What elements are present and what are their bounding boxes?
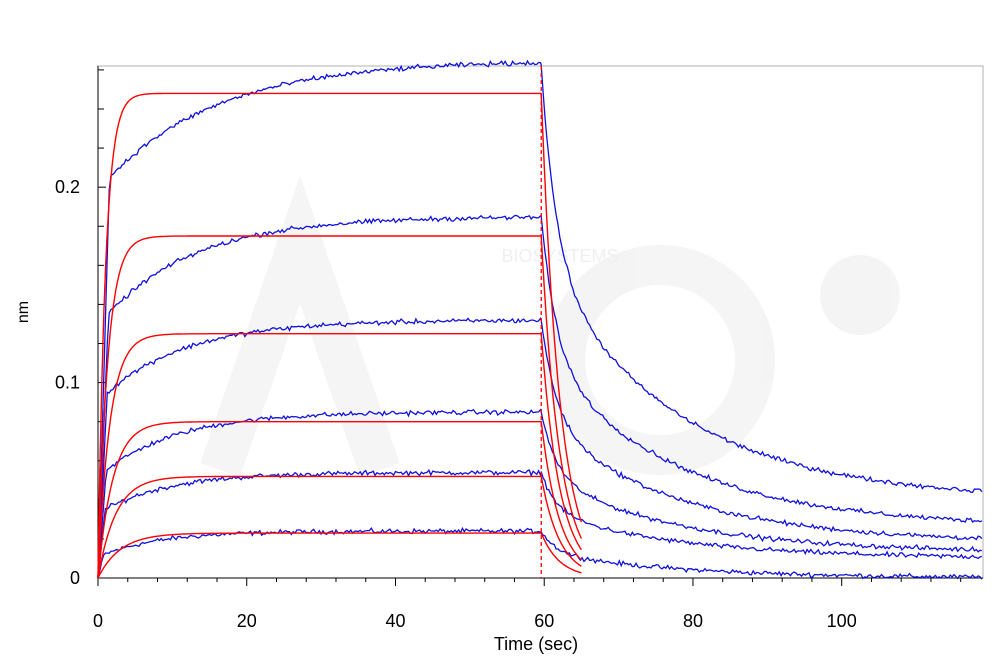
fitted-series-line <box>97 421 582 579</box>
y-tick-label: 0 <box>70 568 80 588</box>
y-axis-label: nm <box>15 301 32 323</box>
x-tick-label: 60 <box>534 611 554 631</box>
y-tick-label: 0.1 <box>55 373 80 393</box>
fitted-series-line <box>97 475 582 579</box>
fitted-series-line <box>97 333 582 579</box>
svg-text:BIOSYSTEMS: BIOSYSTEMS <box>501 246 618 266</box>
x-axis-ticks <box>97 578 962 586</box>
x-axis-label: Time (sec) <box>494 634 578 654</box>
x-tick-label: 0 <box>93 611 103 631</box>
fitted-curves <box>97 92 583 579</box>
x-tick-label: 80 <box>683 611 703 631</box>
y-tick-labels: 0 0.1 0.2 <box>55 177 80 588</box>
x-tick-label: 20 <box>237 611 257 631</box>
x-tick-label: 40 <box>385 611 405 631</box>
x-tick-label: 100 <box>827 611 857 631</box>
measured-series-line <box>97 317 983 579</box>
y-tick-label: 0.2 <box>55 177 80 197</box>
fitted-series-line <box>97 92 583 579</box>
measured-series-line <box>97 468 983 579</box>
fitted-series-line <box>97 532 582 579</box>
measured-series-line <box>97 214 983 579</box>
x-tick-labels: 0 20 40 60 80 100 <box>93 611 857 631</box>
watermark-logo: BIOSYSTEMS <box>200 176 900 477</box>
measured-series-line <box>97 408 983 579</box>
fitted-series-line <box>97 235 583 579</box>
